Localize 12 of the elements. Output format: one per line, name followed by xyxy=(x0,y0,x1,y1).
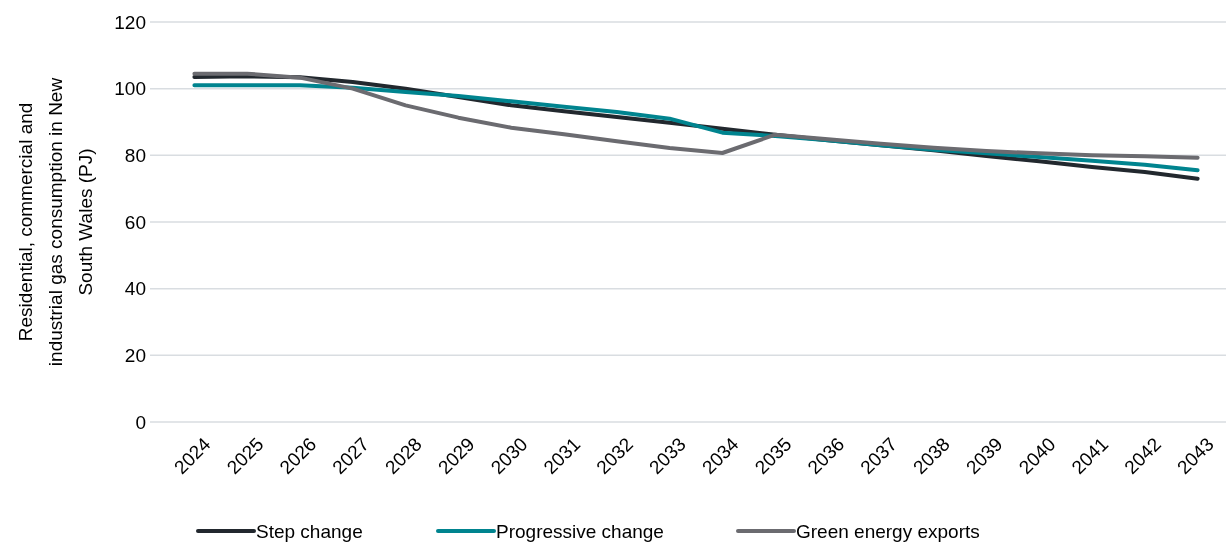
legend-label: Green energy exports xyxy=(796,520,980,542)
y-axis-title: Residential, commercial and industrial gas consumption in New South Wales (PJ) xyxy=(14,77,96,367)
legend-label: Progressive change xyxy=(496,520,664,542)
y-tick-label: 40 xyxy=(124,278,146,300)
legend-label: Step change xyxy=(256,520,363,542)
y-tick-label: 20 xyxy=(124,344,146,366)
y-tick-label: 60 xyxy=(124,211,146,233)
line-series xyxy=(192,71,1200,160)
y-tick-label: 100 xyxy=(114,78,146,100)
y-tick-label: 80 xyxy=(124,144,146,166)
y-tick-label: 0 xyxy=(135,411,146,433)
y-tick-label: 120 xyxy=(114,11,146,33)
